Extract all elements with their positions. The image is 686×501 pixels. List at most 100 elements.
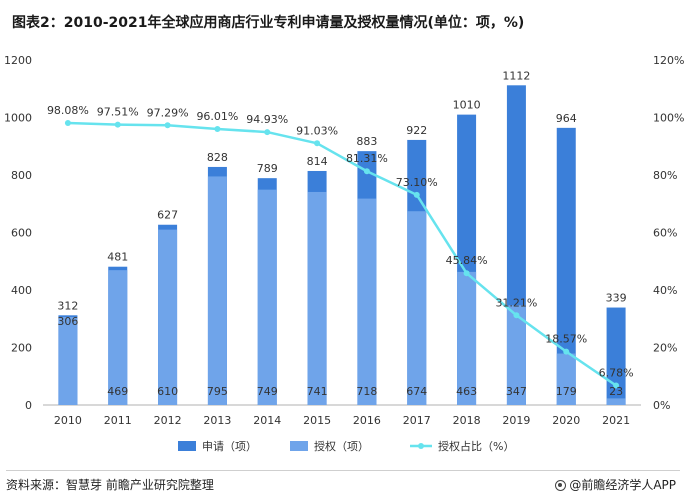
legend-label: 授权占比（%） — [438, 439, 514, 453]
chart-canvas: 0 200 400 600 800 1000 1200 0% 20% 40% 60% 80% 100% 1… — [4, 54, 684, 453]
grant-bar — [257, 189, 277, 405]
x-axis-tick-label: 2012 — [154, 414, 182, 427]
grant-value-label: 179 — [556, 385, 577, 398]
grant-value-label: 741 — [307, 385, 328, 398]
ratio-point — [164, 122, 171, 129]
grant-bar — [506, 305, 526, 405]
ratio-point — [314, 140, 321, 147]
x-axis-tick-label: 2011 — [104, 414, 132, 427]
grant-value-label: 610 — [157, 385, 178, 398]
ratio-value-label: 97.29% — [147, 106, 189, 119]
grant-bar — [108, 270, 128, 405]
ratio-point — [114, 121, 121, 128]
x-axis-tick-label: 2019 — [502, 414, 530, 427]
grant-bar — [207, 176, 227, 405]
grant-value-label: 469 — [107, 385, 128, 398]
ratio-point — [613, 382, 620, 389]
application-value-label: 964 — [556, 112, 577, 125]
ratio-point — [64, 120, 71, 127]
left-axis-tick-label: 1000 — [4, 112, 32, 125]
x-axis-tick-label: 2013 — [203, 414, 231, 427]
application-bar — [606, 307, 626, 405]
bars — [58, 85, 626, 406]
application-value-label: 789 — [257, 162, 278, 175]
right-axis-tick-label: 100% — [653, 112, 684, 125]
grant-value-label: 306 — [57, 315, 78, 328]
application-value-label: 627 — [157, 209, 178, 222]
right-axis-tick-label: 80% — [653, 169, 677, 182]
left-axis-tick-label: 1200 — [4, 54, 32, 67]
left-axis-tick-label: 600 — [11, 227, 32, 240]
grant-value-label: 749 — [257, 385, 278, 398]
ratio-line-layer — [64, 120, 620, 389]
legend-label: 授权（项） — [314, 439, 369, 453]
application-value-label: 922 — [406, 124, 427, 137]
grant-bar — [556, 353, 576, 405]
grant-bar — [58, 317, 78, 405]
grant-value-label: 463 — [456, 385, 477, 398]
application-value-label: 814 — [307, 155, 328, 168]
right-axis-tick-label: 60% — [653, 227, 677, 240]
right-axis-tick-label: 0% — [653, 399, 670, 412]
x-axis-tick-label: 2021 — [602, 414, 630, 427]
ratio-value-label: 18.57% — [545, 333, 587, 346]
chart-title: 图表2：2010-2021年全球应用商店行业专利申请量及授权量情况(单位：项，%… — [12, 15, 525, 31]
x-axis-tick-label: 2020 — [552, 414, 580, 427]
ratio-point — [264, 129, 271, 136]
legend-label: 申请（项） — [202, 440, 257, 453]
grant-bar — [407, 211, 427, 405]
footer: 资料来源：智慧芽 前瞻产业研究院整理 @前瞻经济学人APP — [0, 470, 686, 501]
application-value-label: 828 — [207, 151, 228, 164]
application-value-label: 312 — [57, 299, 78, 312]
grant-value-label: 23 — [609, 385, 623, 398]
ratio-value-label: 96.01% — [196, 110, 238, 123]
brand-logo-icon — [555, 480, 567, 491]
legend-line-marker — [418, 443, 424, 449]
right-axis-tick-label: 40% — [653, 284, 677, 297]
ratio-value-label: 98.08% — [47, 104, 89, 117]
brand-text: @前瞻经济学人APP — [569, 478, 676, 492]
application-value-label: 481 — [107, 251, 128, 264]
grant-value-label: 347 — [506, 385, 527, 398]
x-axis-tick-label: 2010 — [54, 414, 82, 427]
ratio-line — [67, 121, 617, 387]
ratio-point — [363, 168, 370, 175]
application-value-label: 1010 — [453, 99, 481, 112]
grant-bar — [606, 398, 626, 405]
source-note: 资料来源：智慧芽 前瞻产业研究院整理 — [6, 478, 214, 492]
x-axis-tick-label: 2016 — [353, 414, 381, 427]
grant-bar — [158, 229, 178, 405]
x-axis-tick-label: 2015 — [303, 414, 331, 427]
x-axis-tick-label: 2017 — [403, 414, 431, 427]
application-value-label: 1112 — [502, 69, 530, 82]
ratio-point — [563, 348, 570, 355]
axes: 0 200 400 600 800 1000 1200 0% 20% 40% 60% 80% 100% 1… — [4, 54, 684, 427]
left-axis-tick-label: 200 — [11, 342, 32, 355]
legend-bar-swatch — [178, 441, 196, 451]
footer-divider — [6, 470, 680, 471]
ratio-value-label: 73.10% — [396, 176, 438, 189]
right-axis-tick-label: 120% — [653, 54, 684, 67]
ratio-value-label: 97.51% — [97, 106, 139, 119]
ratio-point — [513, 312, 520, 319]
ratio-value-label: 91.03% — [296, 124, 338, 137]
legend: 申请（项） 授权（项） 授权占比（%） — [178, 439, 514, 453]
grant-bar — [457, 271, 477, 405]
ratio-value-label: 94.93% — [246, 113, 288, 126]
ratio-value-label: 45.84% — [446, 254, 488, 267]
left-axis-tick-label: 0 — [25, 399, 32, 412]
grant-bar — [357, 198, 377, 405]
application-value-label: 883 — [356, 135, 377, 148]
ratio-point — [413, 191, 420, 198]
ratio-value-label: 31.21% — [495, 296, 537, 309]
grant-value-label: 674 — [406, 385, 427, 398]
grant-value-label: 718 — [356, 385, 377, 398]
left-axis-tick-label: 800 — [11, 169, 32, 182]
ratio-point — [463, 270, 470, 277]
brand-credit: @前瞻经济学人APP — [555, 476, 676, 493]
legend-bar-swatch — [290, 441, 308, 451]
left-axis-tick-label: 400 — [11, 284, 32, 297]
x-axis-tick-label: 2014 — [253, 414, 281, 427]
ratio-point — [214, 125, 221, 132]
ratio-value-label: 6.78% — [599, 367, 634, 380]
